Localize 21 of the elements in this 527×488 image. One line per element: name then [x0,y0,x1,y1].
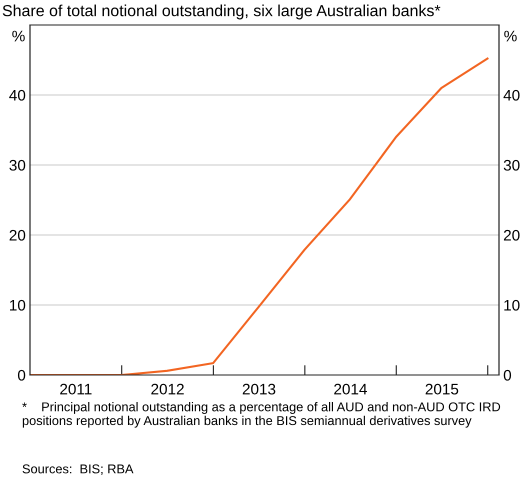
y2-tick-label: 0 [504,370,512,381]
y2-tick-label: 10 [504,300,520,311]
x-tick-label: 2012 [151,384,184,395]
y-tick-label: 20 [10,230,26,241]
y2-tick-label: 30 [504,160,520,171]
chart-title: Share of total notional outstanding, six large Australian banks* [2,4,440,20]
x-tick-label: 2015 [426,384,458,395]
y2-tick-label: 20 [504,230,520,241]
y-axis-title: % [12,30,25,42]
source-note: Sources: BIS; RBA [22,464,134,475]
x-tick-label: 2011 [60,384,92,395]
y2-axis-title: % [504,30,517,42]
x-tick-label: 2013 [242,384,276,395]
line-series [30,58,489,375]
text: * Principal notional outstanding as a percentage of all AUD and non-AUD OTC IRD positions reported by Australian banks in the BIS semiannual derivatives survey [22,402,500,428]
y-tick-label: 30 [9,160,26,171]
y-tick-label: 40 [9,90,26,101]
y2-tick-label: 40 [504,90,520,101]
x-tick-label: 2014 [334,384,367,395]
y-tick-label: 0 [18,370,26,381]
y-tick-label: 10 [10,300,26,311]
